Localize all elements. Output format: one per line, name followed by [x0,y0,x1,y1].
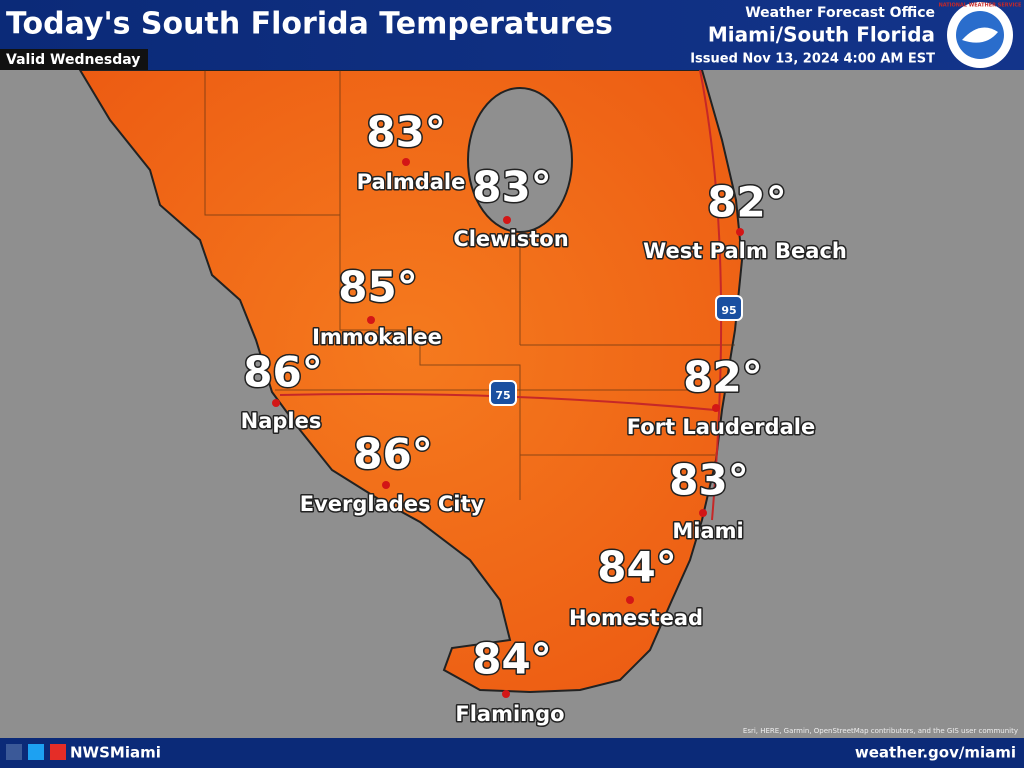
city-name: Fort Lauderdale [627,415,815,439]
issued: Issued Nov 13, 2024 4:00 AM EST [690,52,935,67]
city-dot [367,316,375,324]
city-name: West Palm Beach [643,239,847,263]
nws-logo: NATIONAL WEATHER SERVICE [939,2,1022,68]
valid: Valid Wednesday [6,52,140,68]
header-bar [0,0,1024,70]
temperature: 83° [366,108,445,157]
temperature: 82° [683,353,762,402]
city-dot [699,509,707,517]
region: Miami/South Florida [708,23,935,47]
city-dot [626,596,634,604]
office: Weather Forecast Office [745,5,935,21]
city-dot [502,690,510,698]
url[interactable]: weather.gov/miami [855,744,1016,762]
county-lines [204,70,735,500]
city-name: Homestead [569,606,703,630]
city-name: Flamingo [455,702,564,726]
city-dot [736,228,744,236]
shield-label: 95 [721,304,736,317]
temperature: 84° [597,543,676,592]
twitter-icon[interactable] [28,744,44,760]
city-name: Palmdale [357,170,466,194]
temperature: 83° [669,456,748,505]
youtube-icon[interactable] [50,744,66,760]
logo-text: NATIONAL WEATHER SERVICE [939,3,1022,9]
city-name: Miami [672,519,743,543]
footer-bar [0,738,1024,768]
temperature: 86° [353,430,432,479]
city-name: Immokalee [312,325,442,349]
valid-band [0,49,148,70]
city-dot [503,216,511,224]
city-dot [402,158,410,166]
city-name: Everglades City [300,492,485,516]
temperature: 86° [243,348,322,397]
temperature: 83° [472,163,551,212]
shield-95: 95 [715,295,743,321]
city-name: Naples [241,409,322,433]
facebook-icon[interactable] [6,744,22,760]
temperature: 84° [472,635,551,684]
city-dot [272,399,280,407]
title: Today's South Florida Temperatures [6,7,613,42]
land [78,69,744,694]
city-dot [382,481,390,489]
i-95 [699,69,723,521]
shield-label: 75 [495,389,510,402]
shield-75: 75 [489,380,517,406]
attribution: Esri, HERE, Garmin, OpenStreetMap contri… [743,727,1018,735]
temperature: 82° [707,178,786,227]
temperature: 85° [338,263,417,312]
handle[interactable]: NWSMiami [70,744,161,762]
city-name: Clewiston [453,227,568,251]
city-dot [712,404,720,412]
